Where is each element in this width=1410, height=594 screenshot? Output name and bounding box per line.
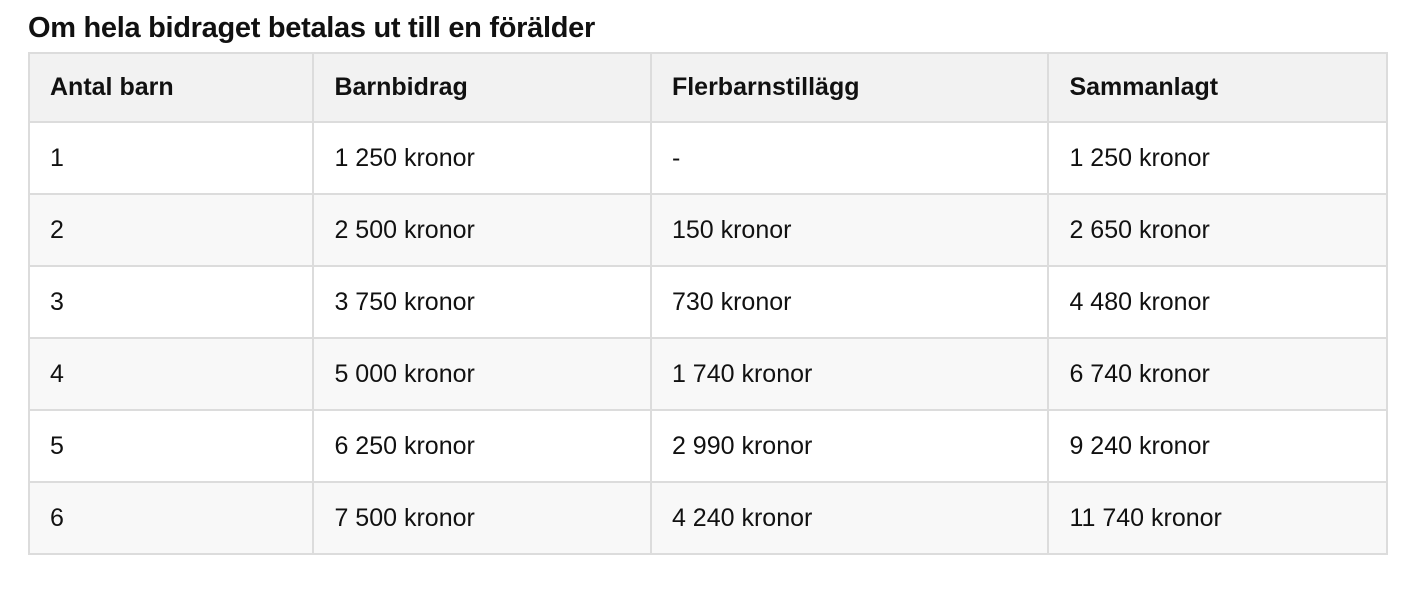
cell-antal-barn: 3 <box>27 265 315 339</box>
cell-flerbarnstillagg: 150 kronor <box>649 193 1050 267</box>
cell-barnbidrag: 3 750 kronor <box>312 265 652 339</box>
cell-flerbarnstillagg: 4 240 kronor <box>649 481 1050 555</box>
cell-sammanlagt: 1 250 kronor <box>1047 121 1388 195</box>
header-barnbidrag: Barnbidrag <box>312 52 652 123</box>
cell-flerbarnstillagg: 1 740 kronor <box>649 337 1050 411</box>
table-header-row: Antal barn Barnbidrag Flerbarnstillägg S… <box>27 52 1388 123</box>
cell-antal-barn: 6 <box>27 481 315 555</box>
cell-sammanlagt: 9 240 kronor <box>1047 409 1388 483</box>
cell-flerbarnstillagg: 730 kronor <box>649 265 1050 339</box>
cell-barnbidrag: 6 250 kronor <box>312 409 652 483</box>
cell-barnbidrag: 5 000 kronor <box>312 337 652 411</box>
header-antal-barn: Antal barn <box>27 52 315 123</box>
header-sammanlagt: Sammanlagt <box>1047 52 1388 123</box>
header-flerbarnstillagg: Flerbarnstillägg <box>649 52 1050 123</box>
cell-antal-barn: 4 <box>27 337 315 411</box>
table-title: Om hela bidraget betalas ut till en förä… <box>28 12 595 44</box>
cell-barnbidrag: 2 500 kronor <box>312 193 652 267</box>
cell-sammanlagt: 2 650 kronor <box>1047 193 1388 267</box>
cell-flerbarnstillagg: - <box>649 121 1050 195</box>
cell-barnbidrag: 1 250 kronor <box>312 121 652 195</box>
cell-sammanlagt: 6 740 kronor <box>1047 337 1388 411</box>
child-allowance-table: Antal barn Barnbidrag Flerbarnstillägg S… <box>27 52 1388 555</box>
cell-antal-barn: 2 <box>27 193 315 267</box>
cell-sammanlagt: 4 480 kronor <box>1047 265 1388 339</box>
cell-antal-barn: 1 <box>27 121 315 195</box>
cell-antal-barn: 5 <box>27 409 315 483</box>
cell-barnbidrag: 7 500 kronor <box>312 481 652 555</box>
cell-sammanlagt: 11 740 kronor <box>1047 481 1388 555</box>
cell-flerbarnstillagg: 2 990 kronor <box>649 409 1050 483</box>
